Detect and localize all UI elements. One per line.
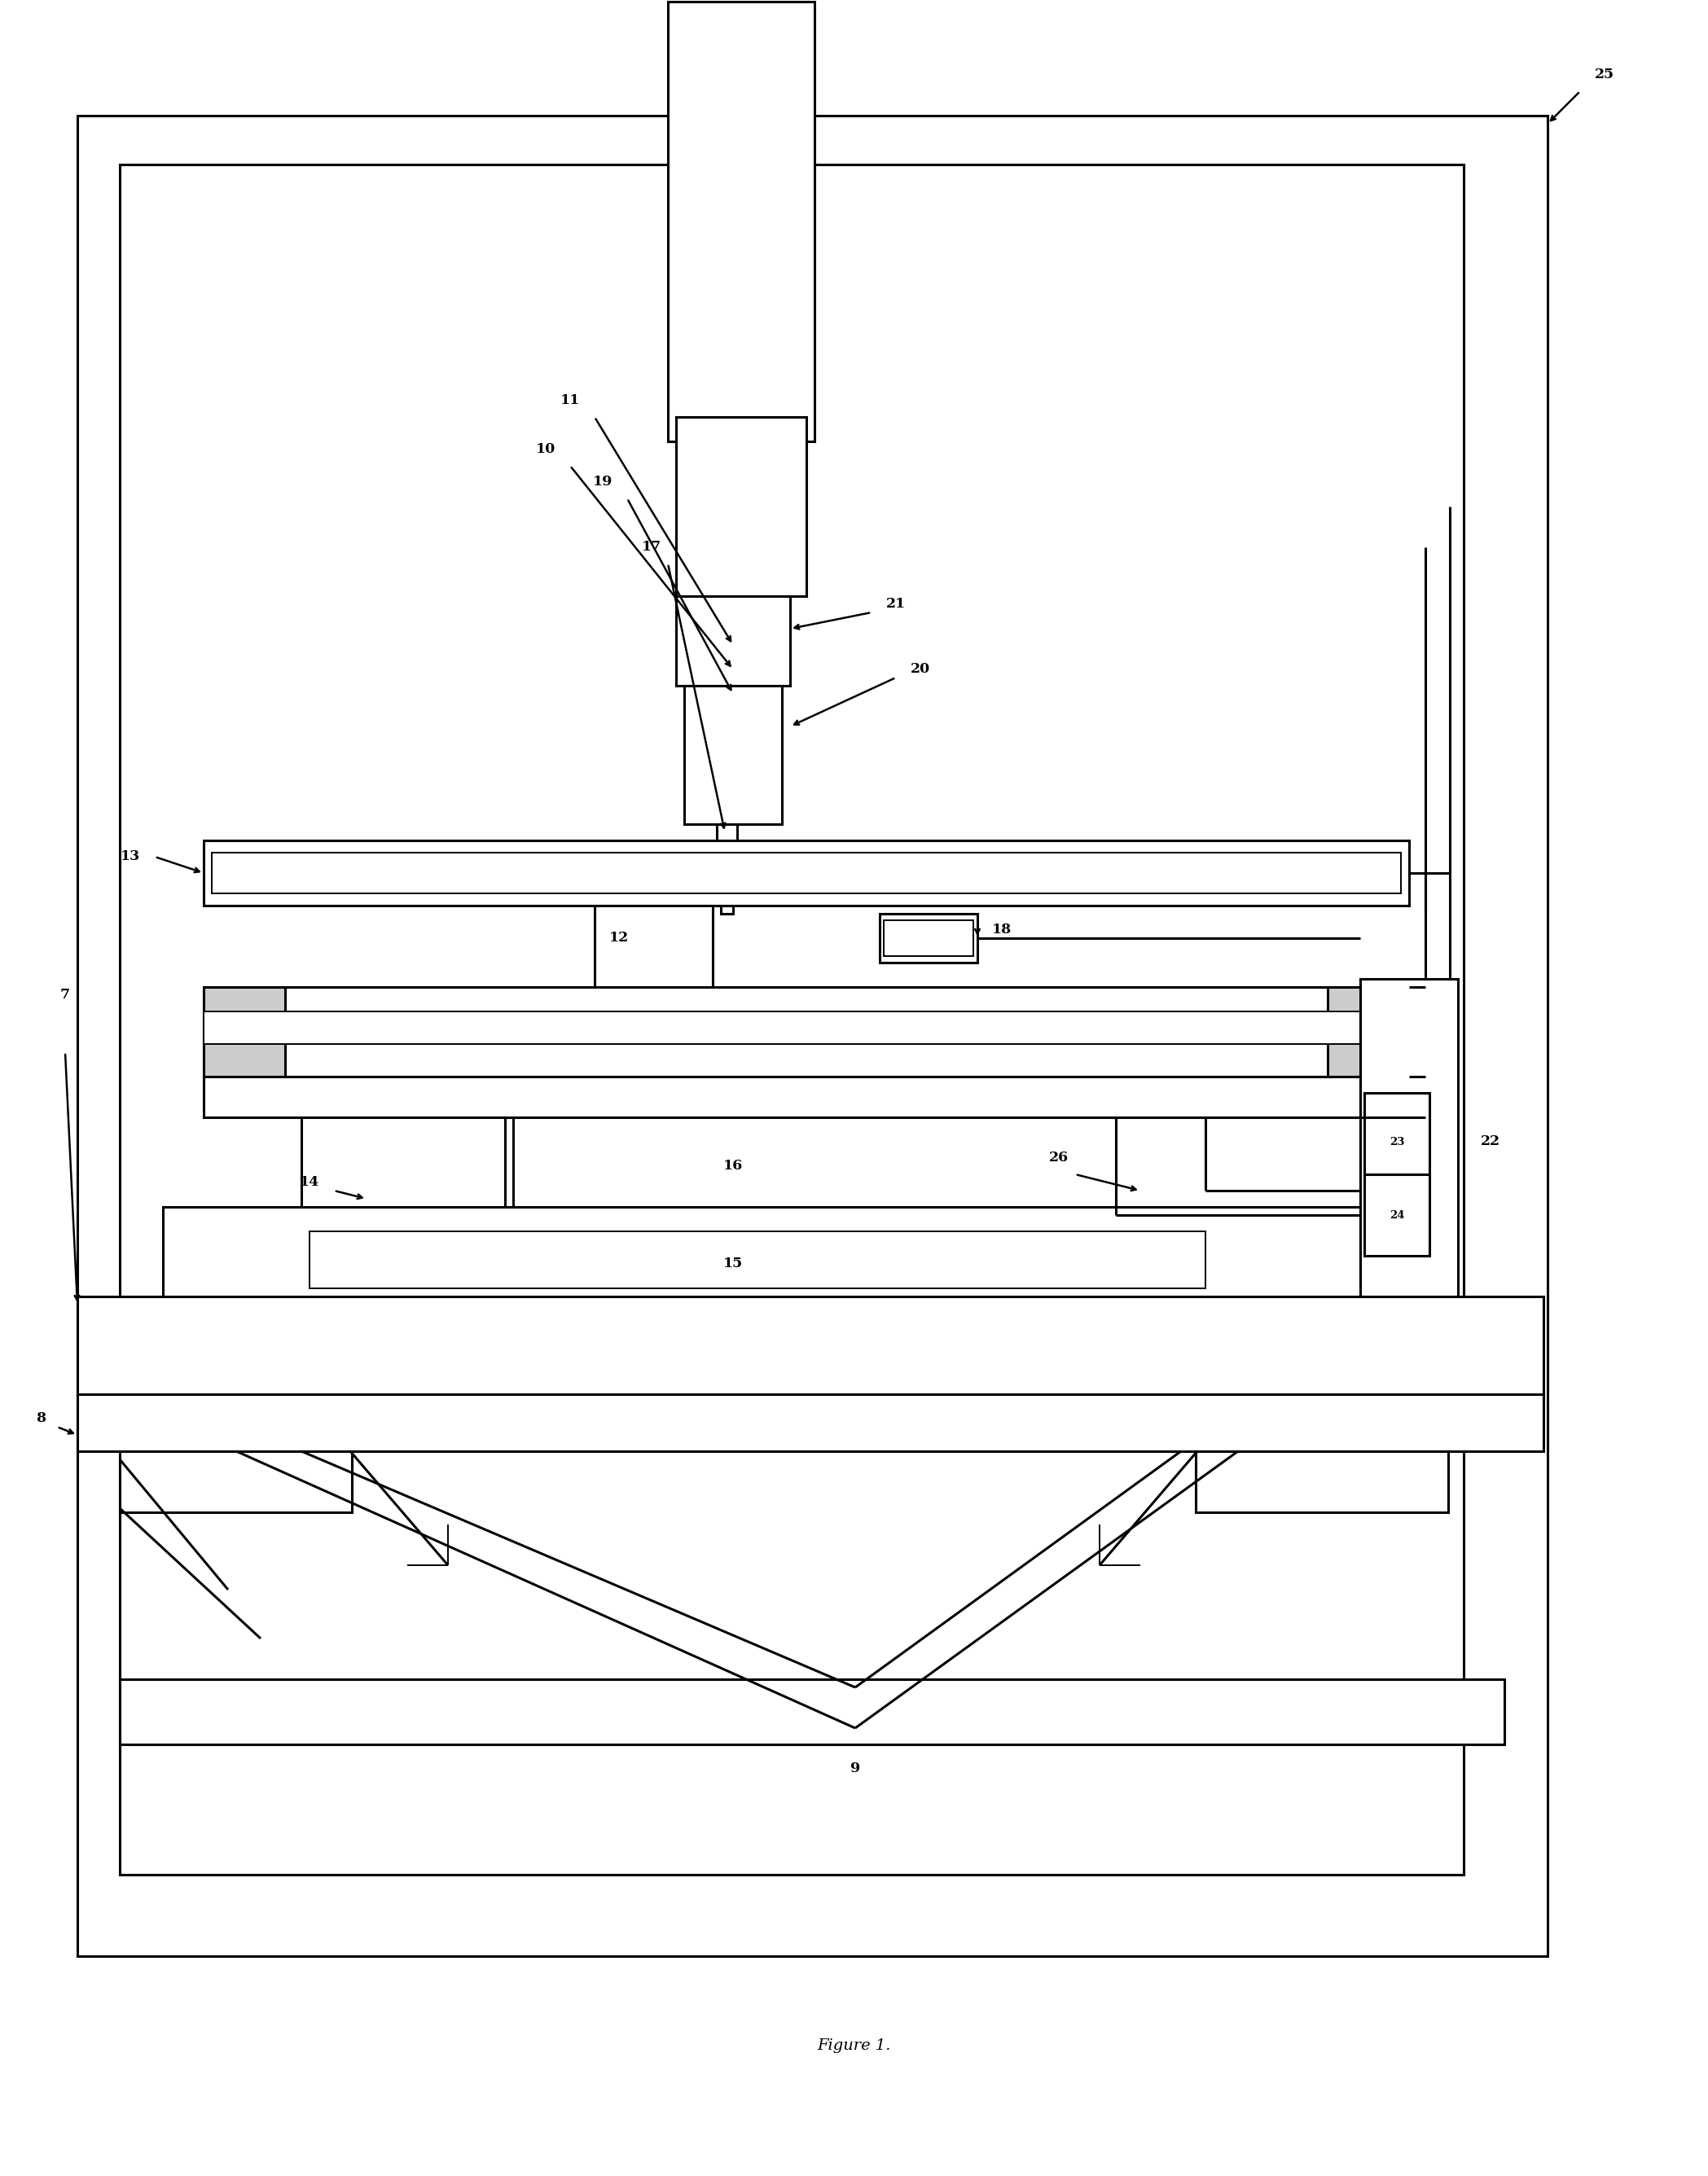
Bar [120, 1680, 1505, 1745]
Text: 15: 15 [722, 1258, 743, 1271]
Bar [212, 853, 1401, 894]
Bar [883, 920, 974, 955]
Bar [203, 840, 1409, 905]
Bar [880, 914, 977, 962]
Bar [512, 1116, 1115, 1214]
Bar [676, 418, 806, 596]
Text: 7: 7 [60, 988, 70, 1003]
Text: 17: 17 [642, 540, 661, 555]
Bar [594, 905, 712, 994]
Bar [203, 988, 1409, 1077]
Text: 16: 16 [722, 1160, 743, 1173]
Text: 13: 13 [121, 851, 140, 864]
Bar [1196, 1451, 1448, 1512]
Text: 25: 25 [1595, 67, 1614, 83]
Bar [1327, 988, 1409, 1077]
Bar [721, 881, 733, 914]
Text: Figure 1.: Figure 1. [816, 2039, 892, 2052]
Bar [162, 1208, 1409, 1306]
Bar [203, 988, 285, 1077]
Text: 26: 26 [1049, 1151, 1069, 1164]
Bar [309, 1232, 1206, 1288]
Bar [77, 1297, 1544, 1401]
Bar [717, 825, 738, 881]
Text: 14: 14 [299, 1175, 319, 1190]
Text: 23: 23 [1389, 1136, 1404, 1147]
Text: 24: 24 [1389, 1210, 1404, 1221]
Text: 12: 12 [610, 931, 629, 944]
Bar [685, 685, 782, 825]
Text: 8: 8 [36, 1412, 46, 1425]
Bar [120, 165, 1464, 1876]
Bar [203, 1012, 1409, 1044]
Text: 11: 11 [560, 394, 581, 407]
Text: 19: 19 [593, 474, 613, 490]
Bar [77, 1395, 1544, 1451]
Bar [1360, 979, 1459, 1306]
Text: 22: 22 [1481, 1136, 1500, 1149]
Text: 9: 9 [851, 1763, 861, 1776]
Bar [676, 596, 791, 685]
Text: 10: 10 [536, 442, 555, 457]
Bar [1365, 1092, 1430, 1256]
Bar [668, 2, 815, 442]
Bar [203, 1077, 1409, 1116]
Bar [77, 115, 1547, 1956]
Bar [120, 1451, 352, 1512]
Text: 18: 18 [992, 923, 1011, 938]
Text: 21: 21 [886, 598, 905, 611]
Text: 20: 20 [910, 662, 931, 677]
Bar [301, 1116, 506, 1214]
